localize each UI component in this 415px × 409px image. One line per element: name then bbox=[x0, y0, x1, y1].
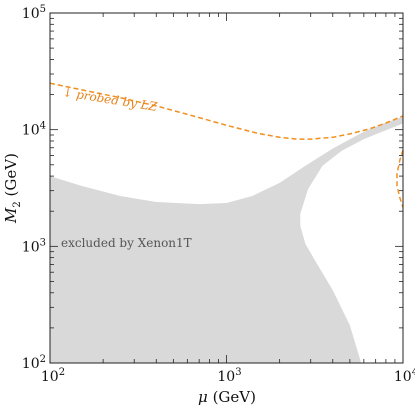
excluded-region bbox=[50, 116, 403, 363]
x-axis-label: μ (GeV) bbox=[198, 388, 256, 406]
plot-area bbox=[50, 82, 403, 363]
y-tick-label: 102 bbox=[22, 354, 46, 372]
lz-probe-line bbox=[50, 82, 403, 140]
lz-probe-arc bbox=[396, 149, 403, 208]
axis-tick-labels: 102 103 104 102 103 104 105 bbox=[22, 4, 415, 385]
lz-probe-label: ↓ probed by LZ bbox=[62, 85, 159, 114]
x-tick-label: 104 bbox=[394, 367, 415, 385]
axis-ticks bbox=[49, 12, 404, 364]
y-axis-label: M2 (GeV) bbox=[2, 153, 23, 224]
y-tick-label: 104 bbox=[22, 121, 46, 139]
y-tick-label: 105 bbox=[22, 4, 46, 22]
excluded-region-label: excluded by Xenon1T bbox=[61, 236, 192, 250]
x-tick-label: 103 bbox=[217, 367, 241, 385]
plot-frame bbox=[49, 12, 404, 364]
x-tick-label: 102 bbox=[41, 367, 65, 385]
y-tick-label: 103 bbox=[22, 237, 46, 255]
